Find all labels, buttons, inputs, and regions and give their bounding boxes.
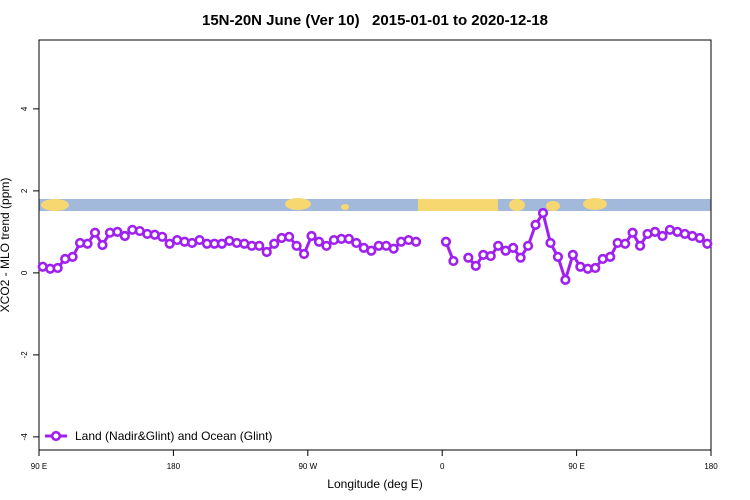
data-point [448,255,459,267]
data-point [463,252,474,263]
y-tick-label: 2 [20,188,29,193]
x-tick-label: 90 E [568,462,584,471]
x-tick-label: 90 E [31,462,47,471]
data-point [410,236,422,247]
data-point [313,236,325,247]
data-point [67,251,78,262]
map-strip [39,198,711,211]
y-tick-label: 0 [20,270,29,275]
data-point [388,243,399,254]
data-point [552,251,564,262]
data-point [508,242,519,253]
data-point [97,239,108,251]
data-point [515,252,526,263]
data-point [366,245,377,256]
data-point [470,260,481,272]
chart-title: 15N-20N June (Ver 10) 2015-01-01 to 2020… [202,12,548,29]
y-axis-label: XCO2 - MLO trend (ppm) [0,178,12,313]
data-point [560,274,571,285]
data-point [157,231,168,242]
data-point [485,250,496,262]
data-point [605,251,616,262]
y-tick-label: -4 [20,433,29,441]
data-point [522,240,534,251]
data-point [694,232,705,244]
data-point [537,207,549,219]
data-point [306,230,317,242]
legend-marker [50,430,62,442]
data-point [351,237,362,249]
data-point [269,238,280,249]
data-point [493,240,504,251]
x-tick-label: 180 [704,462,718,471]
data-point [89,227,101,238]
data-point [119,230,130,242]
data-point [634,240,646,251]
data-point [194,234,205,246]
data-point [620,238,631,249]
data-point [298,248,310,260]
data-point [545,237,556,249]
data-point [657,230,668,242]
data-point [440,236,452,247]
data-point [82,238,93,249]
data-point [52,262,63,274]
data-point [284,231,295,242]
legend-label: Land (Nadir&Glint) and Ocean (Glint) [75,429,272,443]
data-point [702,238,713,249]
data-point [627,227,638,238]
data-point [321,240,332,251]
data-point [261,246,272,258]
data-point [530,219,541,231]
data-point [567,249,578,260]
data-point [254,240,265,251]
x-axis-label: Longitude (deg E) [327,477,422,491]
data-point [112,226,123,237]
data-point [343,233,354,244]
x-tick-label: 90 W [298,462,317,471]
y-tick-label: -2 [20,351,29,359]
data-point [590,262,601,274]
data-point [291,240,302,251]
x-tick-label: 0 [440,462,445,471]
x-tick-label: 180 [167,462,181,471]
data-point [649,226,661,237]
data-point [164,238,175,249]
y-tick-label: 4 [20,106,29,111]
